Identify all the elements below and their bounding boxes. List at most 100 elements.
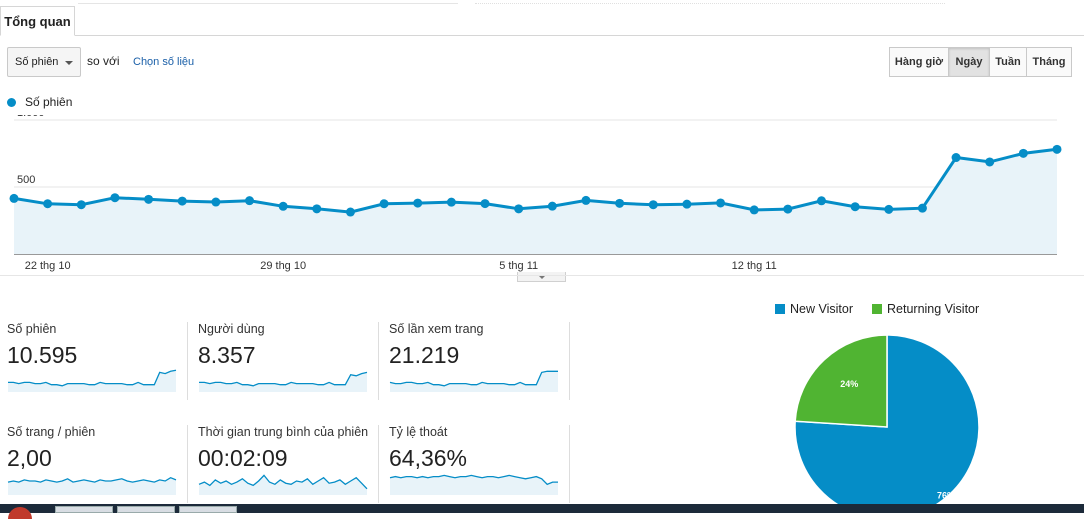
x-tick-label: 5 thg 11 (499, 260, 538, 272)
chart-data-point[interactable] (917, 203, 927, 213)
legend-swatch-icon (872, 304, 882, 314)
pie-slice[interactable] (794, 334, 888, 428)
metric-select[interactable]: Số phiên (7, 47, 81, 77)
chart-data-point[interactable] (581, 195, 591, 205)
sparkline-line (389, 370, 558, 387)
taskbar-app-button[interactable] (55, 506, 113, 513)
x-tick-label: 12 thg 11 (732, 260, 777, 272)
metric-value: 8.357 (198, 342, 256, 368)
top-bar-decoration-dotted (475, 0, 945, 4)
chart-data-point[interactable] (514, 204, 524, 214)
pick-metric-link[interactable]: Chọn số liệu (133, 56, 195, 68)
chart-data-point[interactable] (278, 201, 288, 211)
compare-text: so với (87, 54, 120, 68)
taskbar-app-button[interactable] (179, 506, 237, 513)
metric-name: Số lần xem trang (389, 322, 484, 336)
chart-data-point[interactable] (816, 196, 826, 206)
chart-data-point[interactable] (615, 198, 625, 208)
series-legend-dot-icon (7, 98, 16, 107)
chart-data-point[interactable] (177, 196, 187, 206)
metric-value: 21.219 (389, 342, 460, 368)
chart-data-point[interactable] (783, 204, 793, 214)
chart-data-point[interactable] (345, 207, 355, 217)
tile-divider (378, 425, 379, 503)
chart-resize-handle[interactable] (517, 272, 566, 282)
chart-data-point[interactable] (1018, 148, 1028, 158)
chart-data-point[interactable] (1052, 144, 1062, 154)
chart-data-point[interactable] (43, 199, 53, 209)
tile-divider (187, 322, 188, 400)
section-divider (0, 275, 1084, 276)
period-button-week[interactable]: Tuần (989, 47, 1027, 77)
period-button-group: Hàng giờ Ngày Tuần Tháng (889, 47, 1072, 77)
metric-sparkline (8, 369, 177, 392)
chart-data-point[interactable] (547, 201, 557, 211)
chart-data-point[interactable] (9, 193, 19, 203)
chart-data-point[interactable] (110, 193, 120, 203)
y-tick-label: 500 (17, 174, 35, 186)
period-button-month[interactable]: Tháng (1026, 47, 1072, 77)
metric-tile-pageviews[interactable]: Số lần xem trang 21.219 (389, 322, 569, 402)
sessions-line-chart[interactable]: 500 1.000 22 thg 10 29 thg 10 5 thg 11 12 th… (0, 115, 1064, 275)
metric-name: Số trang / phiên (7, 425, 96, 439)
chart-data-point[interactable] (312, 204, 322, 214)
sparkline-line (7, 476, 177, 483)
chart-data-point[interactable] (884, 204, 894, 214)
chart-data-point[interactable] (413, 198, 423, 208)
x-tick-label: 29 thg 10 (260, 260, 306, 272)
chart-data-point[interactable] (211, 197, 221, 207)
sparkline-area (390, 475, 558, 495)
sparkline-line (198, 474, 368, 490)
metric-tile-avg-session-duration[interactable]: Thời gian trung bình của phiên 00:02:09 (198, 425, 378, 505)
metric-value: 10.595 (7, 342, 78, 368)
pie-legend-new-visitor[interactable]: New Visitor (775, 302, 853, 316)
chart-data-point[interactable] (985, 157, 995, 167)
metric-tile-sessions[interactable]: Số phiên 10.595 (7, 322, 187, 402)
chart-data-point[interactable] (446, 197, 456, 207)
series-legend-label: Số phiên (25, 95, 73, 109)
metric-name: Thời gian trung bình của phiên (198, 425, 369, 439)
sparkline-area (199, 475, 367, 495)
metric-tile-users[interactable]: Người dùng 8.357 (198, 322, 378, 402)
top-bar-decoration (78, 0, 458, 4)
chart-data-point[interactable] (951, 153, 961, 163)
sparkline-area (8, 477, 176, 495)
legend-swatch-icon (775, 304, 785, 314)
chart-data-point[interactable] (144, 194, 154, 204)
metric-name: Số phiên (7, 322, 57, 336)
metric-sparkline (389, 370, 558, 392)
metric-select-value: Số phiên (15, 56, 59, 68)
metric-tile-pages-per-session[interactable]: Số trang / phiên 2,00 (7, 425, 187, 505)
chart-data-point[interactable] (749, 205, 759, 215)
tile-divider (187, 425, 188, 503)
tile-divider (569, 425, 570, 503)
chart-data-point[interactable] (682, 199, 692, 209)
chart-data-point[interactable] (850, 202, 860, 212)
chart-data-point[interactable] (245, 196, 255, 206)
chart-series-line (13, 147, 1058, 214)
visitor-type-pie-chart[interactable]: 76% 24% (780, 325, 995, 505)
pie-slice-label: 76% (937, 491, 955, 501)
metric-sparkline (389, 474, 558, 495)
period-button-day[interactable]: Ngày (948, 47, 990, 77)
chart-area-fill (14, 149, 1057, 254)
chart-data-point[interactable] (716, 198, 726, 208)
sparkline-area (199, 372, 367, 392)
sparkline-line (8, 369, 177, 387)
metric-tile-bounce-rate[interactable]: Tỷ lệ thoát 64,36% (389, 425, 569, 505)
pie-legend-label: Returning Visitor (887, 302, 980, 316)
tile-divider (378, 322, 379, 400)
tab-overview[interactable]: Tổng quan (0, 6, 75, 36)
pie-legend-returning-visitor[interactable]: Returning Visitor (872, 302, 979, 316)
chart-data-point[interactable] (379, 199, 389, 209)
chart-data-point[interactable] (76, 200, 86, 210)
taskbar-app-button[interactable] (117, 506, 175, 513)
tab-baseline (0, 35, 1084, 36)
chart-data-point[interactable] (480, 199, 490, 209)
pie-slice-label: 24% (840, 379, 858, 389)
tile-divider (569, 322, 570, 400)
metric-value: 00:02:09 (198, 445, 288, 471)
chart-data-point[interactable] (648, 200, 658, 210)
metric-name: Tỷ lệ thoát (389, 425, 448, 439)
period-button-hourly[interactable]: Hàng giờ (889, 47, 949, 77)
